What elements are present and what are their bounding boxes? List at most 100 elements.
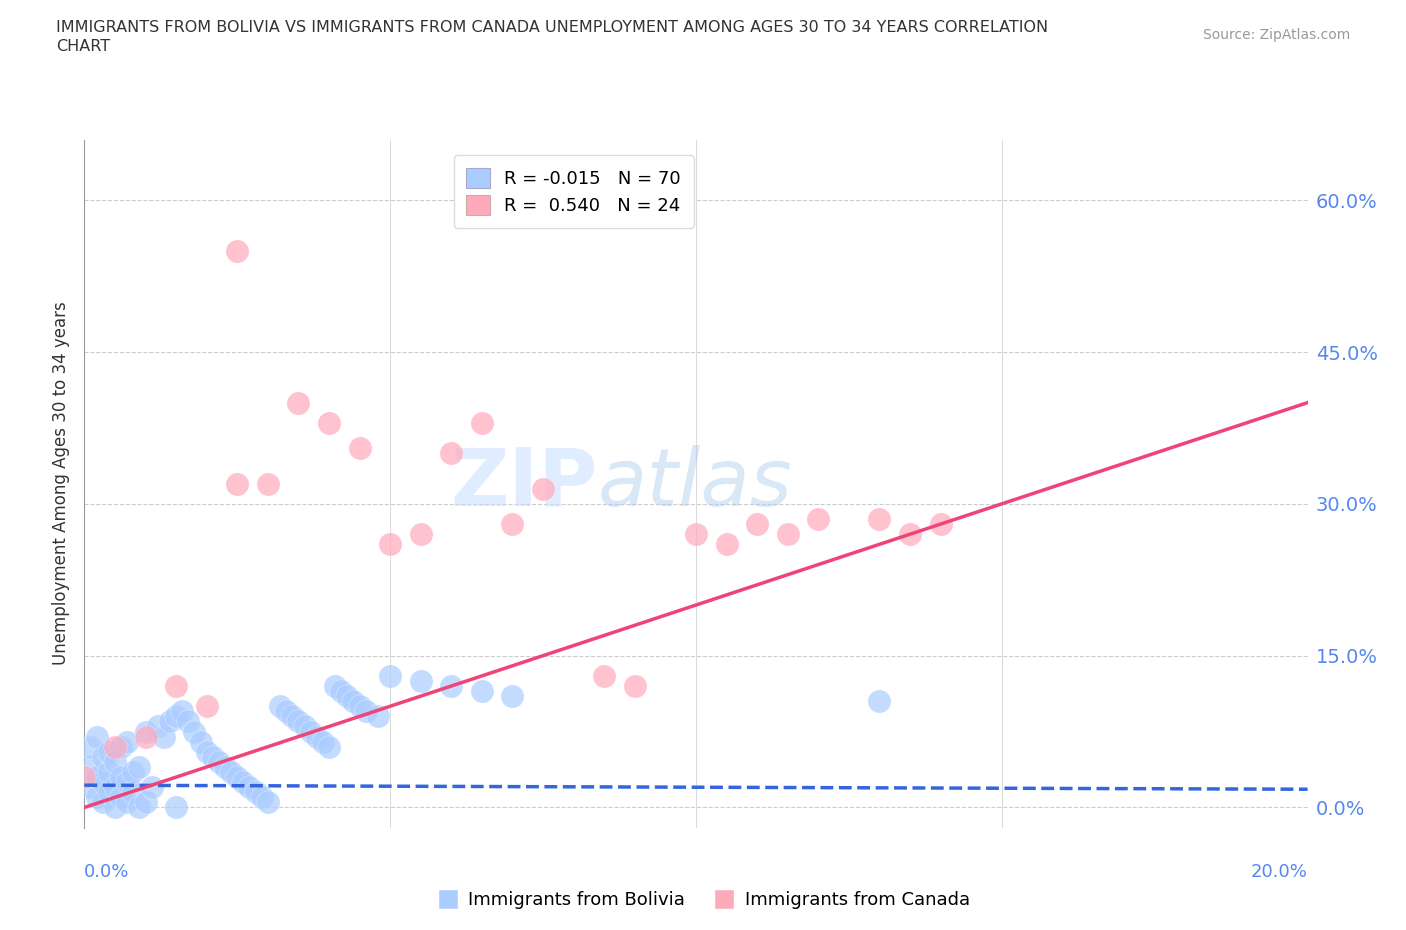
Point: [219, 764, 242, 779]
Point: [153, 729, 176, 744]
Point: [440, 679, 463, 694]
Point: [318, 739, 340, 754]
Point: [257, 476, 280, 491]
Point: [115, 795, 138, 810]
Point: [86, 729, 108, 744]
Point: [440, 445, 463, 460]
Point: [159, 714, 181, 729]
Point: [747, 517, 769, 532]
Point: [716, 537, 738, 551]
Point: [91, 775, 114, 790]
Point: [195, 744, 218, 759]
Point: [110, 790, 132, 804]
Point: [104, 739, 127, 754]
Point: [776, 526, 799, 541]
Point: [330, 684, 353, 698]
Point: [141, 779, 163, 794]
Point: [104, 800, 127, 815]
Point: [208, 754, 231, 769]
Point: [79, 779, 101, 794]
Point: [287, 714, 309, 729]
Point: [128, 800, 150, 815]
Point: [226, 770, 249, 785]
Y-axis label: Unemployment Among Ages 30 to 34 years: Unemployment Among Ages 30 to 34 years: [52, 301, 70, 666]
Point: [115, 735, 138, 750]
Point: [79, 739, 101, 754]
Point: [807, 512, 830, 526]
Point: [869, 694, 891, 709]
Point: [110, 770, 132, 785]
Point: [409, 526, 432, 541]
Point: [165, 800, 187, 815]
Point: [165, 709, 187, 724]
Point: [91, 750, 114, 764]
Point: [135, 729, 157, 744]
Point: [898, 526, 921, 541]
Point: [110, 739, 132, 754]
Point: [869, 512, 891, 526]
Point: [245, 785, 267, 800]
Point: [471, 684, 494, 698]
Text: atlas: atlas: [598, 445, 793, 523]
Point: [502, 689, 524, 704]
Point: [172, 704, 194, 719]
Point: [135, 795, 157, 810]
Point: [380, 669, 402, 684]
Point: [305, 729, 328, 744]
Point: [294, 719, 316, 734]
Point: [250, 790, 273, 804]
Point: [929, 517, 952, 532]
Point: [104, 754, 127, 769]
Text: 20.0%: 20.0%: [1251, 863, 1308, 881]
Point: [531, 481, 554, 496]
Text: Source: ZipAtlas.com: Source: ZipAtlas.com: [1202, 28, 1350, 42]
Point: [409, 673, 432, 688]
Point: [73, 770, 96, 785]
Point: [104, 779, 127, 794]
Point: [195, 698, 218, 713]
Point: [201, 750, 224, 764]
Point: [86, 770, 108, 785]
Point: [354, 704, 377, 719]
Point: [122, 764, 145, 779]
Point: [128, 760, 150, 775]
Point: [97, 785, 120, 800]
Point: [226, 244, 249, 259]
Text: IMMIGRANTS FROM BOLIVIA VS IMMIGRANTS FROM CANADA UNEMPLOYMENT AMONG AGES 30 TO : IMMIGRANTS FROM BOLIVIA VS IMMIGRANTS FR…: [56, 20, 1049, 35]
Point: [287, 395, 309, 410]
Point: [91, 795, 114, 810]
Point: [471, 416, 494, 431]
Point: [183, 724, 205, 739]
Point: [502, 517, 524, 532]
Point: [146, 719, 169, 734]
Point: [380, 537, 402, 551]
Point: [624, 679, 647, 694]
Point: [685, 526, 707, 541]
Point: [336, 689, 359, 704]
Point: [165, 679, 187, 694]
Point: [79, 760, 101, 775]
Point: [312, 735, 335, 750]
Point: [318, 416, 340, 431]
Point: [86, 790, 108, 804]
Legend: R = -0.015   N = 70, R =  0.540   N = 24: R = -0.015 N = 70, R = 0.540 N = 24: [454, 155, 693, 228]
Point: [135, 724, 157, 739]
Point: [349, 698, 371, 713]
Legend: Immigrants from Bolivia, Immigrants from Canada: Immigrants from Bolivia, Immigrants from…: [429, 884, 977, 916]
Point: [342, 694, 364, 709]
Point: [232, 775, 254, 790]
Point: [593, 669, 616, 684]
Point: [97, 744, 120, 759]
Point: [281, 709, 304, 724]
Text: CHART: CHART: [56, 39, 110, 54]
Point: [269, 698, 291, 713]
Point: [238, 779, 260, 794]
Point: [214, 760, 236, 775]
Text: 0.0%: 0.0%: [84, 863, 129, 881]
Point: [122, 785, 145, 800]
Point: [257, 795, 280, 810]
Point: [97, 764, 120, 779]
Point: [323, 679, 346, 694]
Point: [349, 441, 371, 456]
Point: [367, 709, 389, 724]
